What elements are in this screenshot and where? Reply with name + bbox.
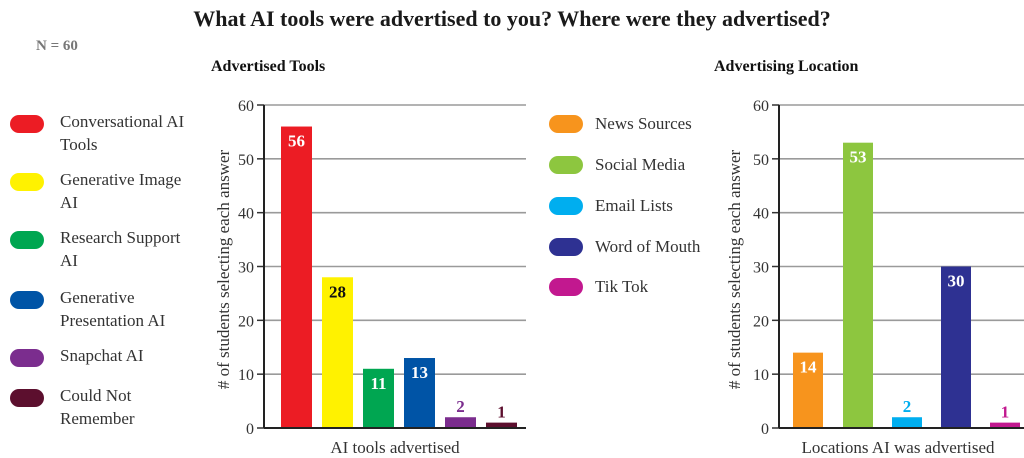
- data-label: 2: [903, 397, 912, 416]
- main-title: What AI tools were advertised to you? Wh…: [193, 6, 831, 31]
- data-label: 56: [288, 132, 305, 151]
- legend-swatch: [10, 349, 44, 367]
- data-label: 28: [329, 282, 346, 301]
- y-axis-label: # of students selecting each answer: [725, 149, 744, 389]
- y-axis-label: # of students selecting each answer: [214, 149, 233, 389]
- legend-swatch: [549, 238, 583, 256]
- y-tick-label: 30: [753, 260, 769, 277]
- y-tick-label: 10: [753, 367, 769, 384]
- data-label: 1: [497, 403, 506, 422]
- legend-item-locations-1: Social Media: [549, 153, 685, 176]
- legend-item-tools-1: Generative Image AI: [10, 168, 210, 214]
- data-label: 2: [456, 397, 465, 416]
- legend-label: Email Lists: [595, 196, 673, 215]
- legend-label: Could Not Remember: [60, 386, 135, 428]
- y-tick-label: 60: [753, 98, 769, 115]
- legend-swatch: [10, 115, 44, 133]
- legend-label: Snapchat AI: [60, 346, 144, 365]
- y-tick-label: 50: [238, 152, 254, 169]
- y-tick-label: 40: [238, 206, 254, 223]
- data-label: 1: [1001, 403, 1010, 422]
- legend-label: News Sources: [595, 114, 692, 133]
- legend-swatch: [10, 231, 44, 249]
- bar-1-4: [990, 422, 1020, 428]
- bar-1-2: [892, 417, 922, 428]
- legend-item-tools-3: Generative Presentation AI: [10, 286, 210, 332]
- legend-swatch: [549, 197, 583, 215]
- bar-0-1: [322, 277, 353, 428]
- legend-item-tools-2: Research Support AI: [10, 226, 210, 272]
- legend-item-tools-5: Could Not Remember: [10, 384, 210, 430]
- bar-0-4: [445, 417, 476, 428]
- data-label: 13: [411, 363, 428, 382]
- legend-swatch: [10, 173, 44, 191]
- chart-title-advertised-tools: Advertised Tools: [211, 58, 326, 75]
- sample-size-label: N = 60: [36, 38, 78, 54]
- legend-label: Generative Image AI: [60, 170, 182, 212]
- y-tick-label: 20: [238, 313, 254, 330]
- legend-swatch: [549, 115, 583, 133]
- legend-item-locations-4: Tik Tok: [549, 275, 648, 298]
- legend-label: Conversational AI Tools: [60, 112, 185, 154]
- bar-1-1: [843, 142, 873, 428]
- chart-title-advertising-location: Advertising Location: [714, 58, 859, 75]
- x-axis-label: Locations AI was advertised: [801, 438, 995, 457]
- y-tick-label: 30: [238, 260, 254, 277]
- bar-0-5: [486, 422, 517, 428]
- data-label: 53: [850, 148, 867, 167]
- y-tick-label: 40: [753, 206, 769, 223]
- legend-item-tools-4: Snapchat AI: [10, 344, 210, 367]
- y-tick-label: 20: [753, 313, 769, 330]
- bar-1-0: [793, 352, 823, 428]
- legend-item-locations-2: Email Lists: [549, 194, 673, 217]
- legend-item-locations-3: Word of Mouth: [549, 235, 700, 258]
- bar-0-3: [404, 358, 435, 428]
- data-label: 11: [370, 374, 386, 393]
- legend-label: Research Support AI: [60, 228, 181, 270]
- bar-1-3: [941, 266, 971, 428]
- y-tick-label: 60: [238, 98, 254, 115]
- y-tick-label: 50: [753, 152, 769, 169]
- legend-label: Word of Mouth: [595, 237, 701, 256]
- legend-swatch: [549, 156, 583, 174]
- data-label: 14: [800, 358, 818, 377]
- data-label: 30: [948, 272, 965, 291]
- y-tick-label: 0: [246, 421, 254, 438]
- bar-0-2: [363, 368, 394, 428]
- bar-0-0: [281, 126, 312, 429]
- legend-label: Tik Tok: [595, 277, 649, 296]
- legend-swatch: [10, 291, 44, 309]
- y-tick-label: 0: [761, 421, 769, 438]
- legend-swatch: [549, 278, 583, 296]
- legend-swatch: [10, 389, 44, 407]
- legend-label: Generative Presentation AI: [60, 288, 166, 330]
- x-axis-label: AI tools advertised: [330, 438, 460, 457]
- y-tick-label: 10: [238, 367, 254, 384]
- legend-label: Social Media: [595, 155, 686, 174]
- legend-item-tools-0: Conversational AI Tools: [10, 110, 210, 156]
- legend-item-locations-0: News Sources: [549, 112, 692, 135]
